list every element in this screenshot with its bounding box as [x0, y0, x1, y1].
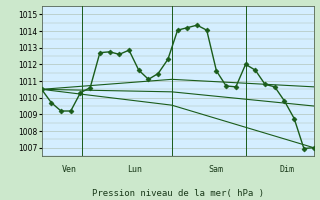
Text: Ven: Ven [62, 165, 77, 174]
Text: Sam: Sam [209, 165, 224, 174]
Text: Dim: Dim [280, 165, 295, 174]
Text: Pression niveau de la mer( hPa ): Pression niveau de la mer( hPa ) [92, 189, 264, 198]
Text: Lun: Lun [127, 165, 142, 174]
